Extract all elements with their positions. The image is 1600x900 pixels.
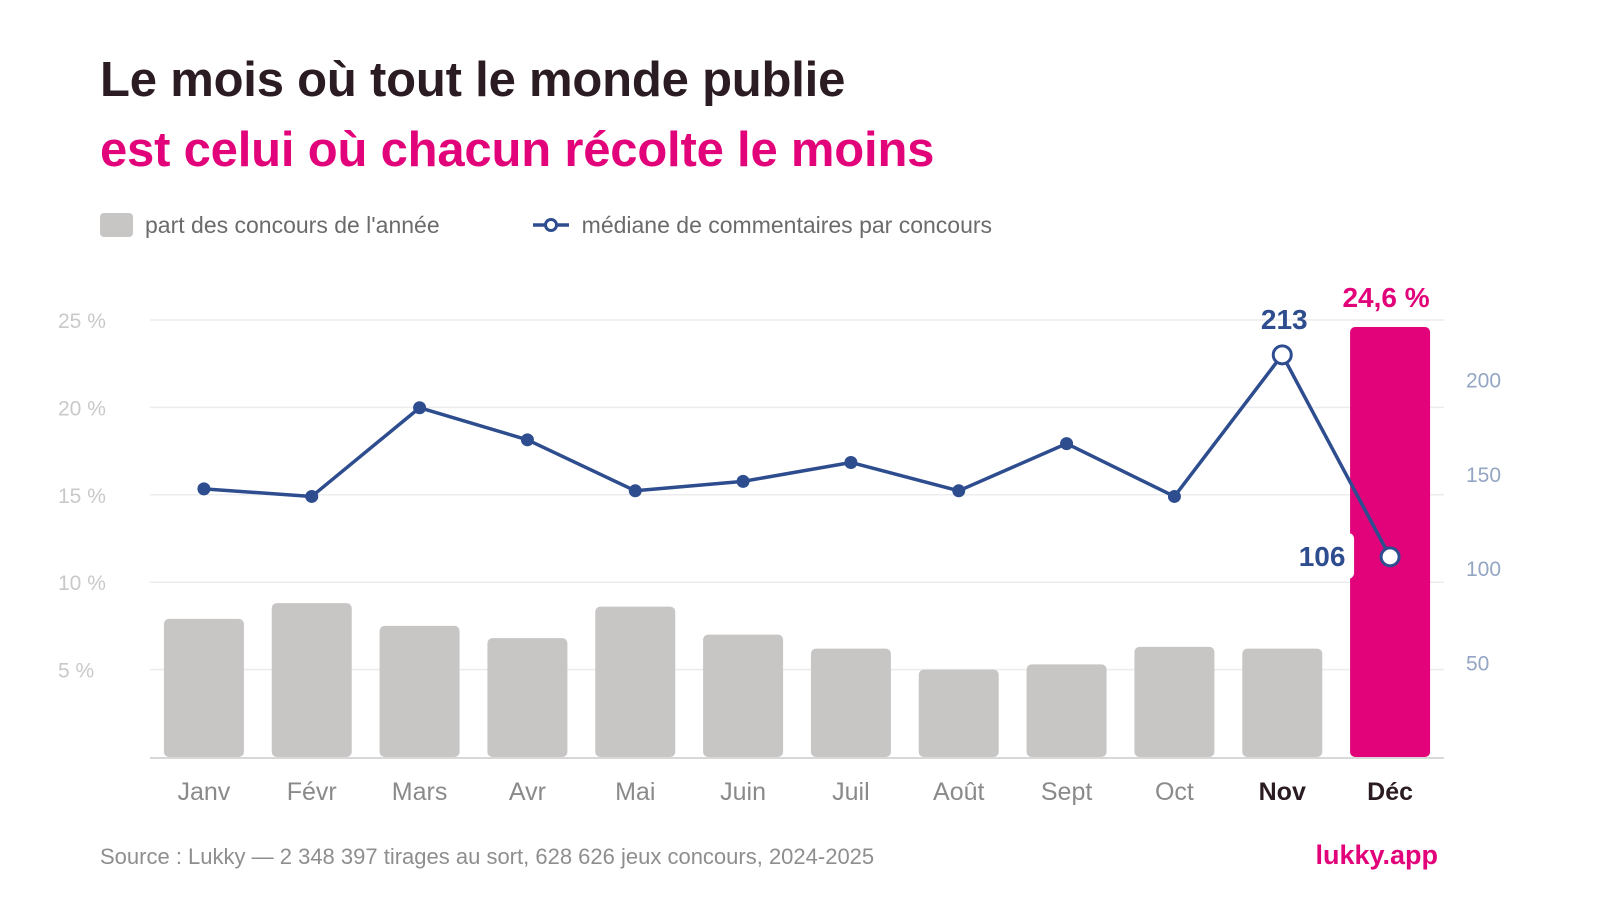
- line-point: [520, 433, 534, 447]
- legend-item-bars: part des concours de l'année: [100, 212, 440, 239]
- line-point-open: [1271, 344, 1293, 366]
- x-axis-tick-label: Avr: [509, 778, 546, 806]
- line-point: [1167, 489, 1181, 503]
- left-axis-tick-label: 5 %: [58, 660, 94, 683]
- line-data-label: 213: [1261, 304, 1308, 335]
- legend-line-swatch: [532, 218, 569, 232]
- legend-bar-swatch: [100, 213, 133, 237]
- line-point: [628, 484, 642, 498]
- left-axis-tick-label: 15 %: [58, 485, 106, 508]
- line-point: [1060, 437, 1074, 451]
- line-data-label: 106: [1299, 541, 1346, 572]
- x-axis-tick-label: Août: [933, 778, 984, 806]
- bar: [163, 618, 244, 757]
- legend-line-label: médiane de commentaires par concours: [581, 211, 993, 238]
- bar-highlight: [1350, 326, 1431, 757]
- x-axis-tick-label: Déc: [1367, 778, 1413, 806]
- x-axis-tick-label: Févr: [287, 778, 337, 806]
- chart-subtitle: est celui où chacun récolte le moins: [100, 123, 935, 177]
- line-point: [305, 489, 319, 503]
- right-axis-tick-label: 50: [1466, 653, 1489, 676]
- left-axis-tick-label: 20 %: [58, 397, 106, 420]
- bar: [1242, 648, 1323, 757]
- line-point: [844, 455, 858, 469]
- left-axis-tick-label: 10 %: [58, 572, 106, 595]
- right-axis-tick-label: 200: [1466, 369, 1501, 392]
- bar: [487, 638, 568, 757]
- right-axis-tick-label: 150: [1466, 464, 1501, 487]
- right-axis-tick-label: 100: [1466, 558, 1501, 581]
- x-axis-tick-label: Sept: [1041, 778, 1092, 806]
- bar: [595, 606, 676, 757]
- bar: [379, 625, 460, 757]
- left-axis-tick-label: 25 %: [58, 310, 106, 333]
- median-line: [203, 353, 1392, 558]
- line-point: [736, 474, 750, 488]
- x-axis-tick-label: Janv: [178, 778, 231, 806]
- source-note: Source : Lukky — 2 348 397 tirages au so…: [100, 844, 875, 869]
- bar: [1134, 646, 1215, 757]
- line-point-open: [1379, 546, 1401, 568]
- legend-item-line: médiane de commentaires par concours: [532, 212, 992, 239]
- x-axis-tick-label: Juil: [832, 778, 870, 806]
- bar: [1026, 664, 1107, 757]
- line-point: [952, 484, 966, 498]
- bar: [810, 648, 891, 757]
- x-axis-tick-label: Oct: [1155, 778, 1194, 806]
- x-axis-tick-label: Juin: [720, 778, 766, 806]
- line-point: [413, 401, 427, 415]
- brand-link[interactable]: lukky.app: [1315, 840, 1438, 870]
- legend: part des concours de l'année médiane de …: [100, 210, 1084, 240]
- bar: [918, 669, 999, 757]
- line-point: [197, 482, 211, 496]
- x-axis-tick-label: Nov: [1259, 778, 1306, 806]
- x-axis-tick-label: Mai: [615, 778, 655, 806]
- bar-data-label: 24,6 %: [1342, 282, 1429, 313]
- bar: [703, 634, 784, 757]
- chart-title: Le mois où tout le monde publie: [100, 53, 846, 107]
- legend-bars-label: part des concours de l'année: [145, 211, 440, 238]
- x-axis-tick-label: Mars: [392, 778, 448, 806]
- line-label-background: [1290, 532, 1355, 579]
- bar: [271, 603, 352, 757]
